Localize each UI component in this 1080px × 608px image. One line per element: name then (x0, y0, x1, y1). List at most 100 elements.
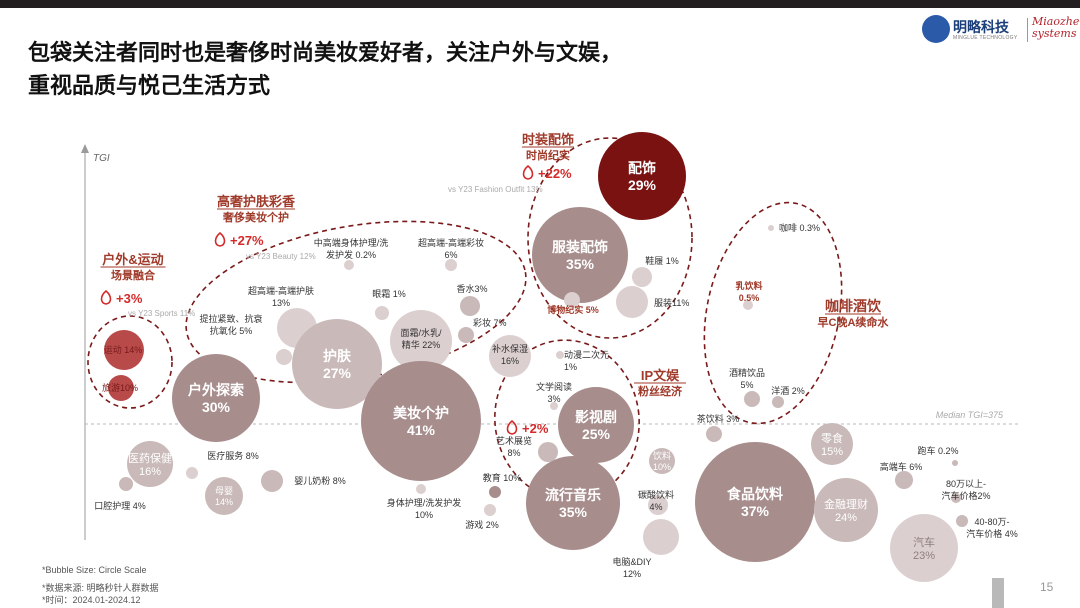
bubble-41 (811, 423, 853, 465)
bubble-value-25: 25% (582, 426, 611, 442)
bubble-12 (375, 306, 389, 320)
median-label: Median TGI=375 (936, 410, 1004, 420)
bubble-value-17: 16% (501, 356, 519, 366)
bubble-30 (205, 477, 243, 515)
bubble-label-18: 护肤 (323, 348, 352, 364)
bubble-value-33: 10% (415, 510, 433, 520)
bubble-value-46: 汽车价格 4% (966, 528, 1018, 539)
bubble-label-47: 汽车 (913, 535, 935, 549)
bubble-31 (261, 470, 283, 492)
bubble-value-21: 30% (202, 399, 231, 415)
bubble-label-3: 服装11% (654, 297, 689, 308)
bubble-label-0: 配饰 (628, 160, 656, 176)
bubble-value-40: 37% (741, 503, 770, 519)
callout-title-0: 时装配饰 (522, 132, 574, 147)
bubble-label-25: 影视剧 (575, 409, 617, 425)
callout-uplift-2: +3% (116, 291, 143, 306)
bubble-2 (632, 267, 652, 287)
bubble-label-6: 乳饮料 (735, 280, 762, 291)
bubble-42 (814, 478, 878, 542)
bubble-6 (743, 300, 753, 310)
bubble-value-15: 抗氧化 5% (210, 325, 253, 336)
footnote-bubble-size: *Bubble Size: Circle Scale (42, 565, 147, 575)
bubble-label-31: 婴儿奶粉 8% (294, 475, 346, 486)
bubble-label-9: 中高端身体护理/洗 (314, 237, 389, 248)
bubble-label-20: 旅游10% (102, 382, 138, 393)
bubble-21 (172, 354, 260, 442)
page-number: 15 (1040, 580, 1054, 594)
y-axis-arrow-icon (81, 144, 89, 153)
bubble-label-8: 洋酒 2% (771, 385, 805, 396)
callout-title-4: 咖啡酒饮 (825, 298, 882, 314)
bubble-value-45: 汽车价格2% (941, 490, 990, 501)
bubble-label-1: 服装配饰 (552, 239, 608, 255)
callout-title-1: 高奢护肤彩香 (217, 194, 296, 209)
bubble-9 (344, 260, 354, 270)
bubble-value-10: 6% (444, 250, 457, 260)
group-outdoor (87, 315, 173, 409)
bubble-value-7: 5% (740, 380, 753, 390)
y-axis-label: TGI (93, 153, 110, 164)
bubble-label-46: 40-80万- (974, 517, 1009, 527)
bubble-15 (276, 349, 292, 365)
group-coffee (703, 201, 843, 425)
logo-divider (1027, 18, 1028, 42)
bubble-value-22: 41% (407, 422, 436, 438)
bubble-32 (119, 477, 133, 491)
bubble-0 (598, 132, 686, 220)
bubble-value-36: 35% (559, 504, 588, 520)
logo-text: 明略科技 (953, 19, 1009, 35)
bubble-label-29: 医疗服务 8% (207, 450, 259, 461)
bubble-label-4: 博物纪实 5% (547, 304, 599, 315)
bubble-label-40: 食品饮料 (727, 486, 783, 502)
bubble-value-24: 3% (547, 394, 560, 404)
bubble-10 (445, 259, 457, 271)
bubble-16 (390, 310, 452, 372)
bubble-label-32: 口腔护理 4% (94, 500, 146, 511)
bubble-label-26: 艺术展览 (496, 435, 532, 446)
bubble-36 (526, 456, 620, 550)
bubble-value-6: 0.5% (739, 293, 760, 303)
bubble-label-30: 母婴 (215, 486, 233, 496)
bubble-label-33: 身体护理/洗发护发 (387, 497, 462, 508)
bubble-25 (558, 387, 634, 463)
callout-subtitle-3: 粉丝经济 (638, 384, 683, 398)
bubble-label-41: 零食 (821, 431, 843, 445)
logo-subtext: MINGLUE TECHNOLOGY (953, 35, 1018, 41)
bubble-39 (643, 519, 679, 555)
bubble-47 (890, 514, 958, 582)
bubble-value-37: 10% (653, 462, 671, 472)
bubble-38 (648, 495, 668, 515)
bubble-label-16: 面霜/水乳/ (400, 327, 442, 338)
bubble-46 (956, 515, 968, 527)
bubble-value-30: 14% (215, 497, 233, 507)
bubble-value-9: 发护发 0.2% (326, 249, 376, 260)
bubble-label-11: 超高端-高端护肤 (248, 285, 314, 296)
bubble-value-18: 27% (323, 365, 352, 381)
bubble-label-10: 超高端-高端彩妆 (418, 237, 484, 248)
bubble-label-43: 高端车 6% (880, 461, 923, 472)
bubble-35 (484, 504, 496, 516)
callout-uplift-0: +22% (538, 166, 572, 181)
bubble-37 (649, 448, 675, 474)
bubble-40 (695, 442, 815, 562)
bubble-value-11: 13% (272, 298, 290, 308)
bubble-value-41: 15% (821, 446, 843, 458)
bubble-label-35: 游戏 2% (465, 519, 499, 530)
bubble-label-12: 眼霜 1% (372, 289, 406, 299)
callout-subtitle-0: 时尚纪实 (526, 148, 570, 162)
bubble-20 (108, 375, 134, 401)
fire-icon-0 (522, 164, 534, 180)
callout-subtitle-4: 早C晚A续命水 (818, 315, 890, 329)
bubble-label-28: 医药保健 (128, 451, 172, 465)
bubble-34 (489, 486, 501, 498)
bubble-label-21: 户外探索 (188, 382, 244, 398)
callout-compare-1: vs Y23 Beauty 12% (246, 252, 316, 261)
bubble-label-19: 运动 14% (104, 345, 143, 355)
bubble-22 (361, 361, 481, 481)
group-fashion (527, 137, 693, 339)
callout-compare-0: vs Y23 Fashion Outfit 13% (448, 185, 543, 194)
bubble-value-39: 12% (623, 569, 641, 579)
bubble-8 (772, 396, 784, 408)
